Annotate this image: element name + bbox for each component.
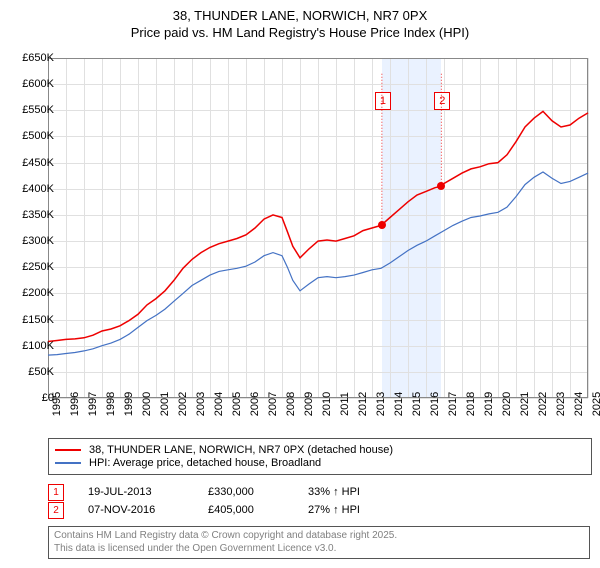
y-tick-label: £50K [28, 366, 54, 378]
sales-pct: 33% ↑ HPI [308, 486, 408, 498]
chart-title-address: 38, THUNDER LANE, NORWICH, NR7 0PX [0, 8, 600, 23]
chart-lines-svg [48, 58, 588, 398]
legend-row: 38, THUNDER LANE, NORWICH, NR7 0PX (deta… [55, 444, 585, 456]
legend-swatch [55, 462, 81, 464]
y-tick-label: £600K [22, 78, 54, 90]
x-tick-label: 1995 [51, 392, 63, 416]
footer-attribution: Contains HM Land Registry data © Crown c… [48, 526, 590, 559]
x-tick-label: 2014 [393, 392, 405, 416]
gridline-v [588, 58, 589, 398]
y-tick-label: £550K [22, 104, 54, 116]
x-tick-label: 2023 [555, 392, 567, 416]
sales-row: 2 07-NOV-2016£405,00027% ↑ HPI [48, 501, 408, 519]
x-tick-label: 2002 [177, 392, 189, 416]
sales-pct: 27% ↑ HPI [308, 504, 408, 516]
y-tick-label: £250K [22, 261, 54, 273]
x-tick-label: 2004 [213, 392, 225, 416]
chart-title-subtitle: Price paid vs. HM Land Registry's House … [0, 25, 600, 40]
y-tick-label: £500K [22, 130, 54, 142]
legend-row: HPI: Average price, detached house, Broa… [55, 457, 585, 469]
x-tick-label: 2016 [429, 392, 441, 416]
x-tick-label: 2018 [465, 392, 477, 416]
x-tick-label: 2003 [195, 392, 207, 416]
sales-price: £405,000 [208, 504, 308, 516]
x-tick-label: 2022 [537, 392, 549, 416]
x-tick-label: 2000 [141, 392, 153, 416]
x-tick-label: 2024 [573, 392, 585, 416]
x-tick-label: 2019 [483, 392, 495, 416]
x-tick-label: 2015 [411, 392, 423, 416]
x-tick-label: 2011 [339, 392, 351, 416]
x-tick-label: 2020 [501, 392, 513, 416]
x-tick-label: 2008 [285, 392, 297, 416]
x-tick-label: 2007 [267, 392, 279, 416]
y-tick-label: £150K [22, 314, 54, 326]
x-tick-label: 2017 [447, 392, 459, 416]
series-hpi [48, 172, 588, 355]
x-tick-label: 1997 [87, 392, 99, 416]
sales-date: 19-JUL-2013 [88, 486, 208, 498]
series-price_paid [48, 111, 588, 341]
x-tick-label: 2009 [303, 392, 315, 416]
x-tick-label: 2013 [375, 392, 387, 416]
sales-marker-icon: 2 [48, 502, 64, 519]
y-tick-label: £300K [22, 235, 54, 247]
sales-marker-icon: 1 [48, 484, 64, 501]
sales-table: 1 19-JUL-2013£330,00033% ↑ HPI 2 07-NOV-201… [48, 483, 408, 519]
chart-plot-area: 12 [48, 58, 588, 398]
x-tick-label: 1999 [123, 392, 135, 416]
y-tick-label: £450K [22, 157, 54, 169]
x-tick-label: 2001 [159, 392, 171, 416]
x-tick-label: 2006 [249, 392, 261, 416]
x-tick-label: 2010 [321, 392, 333, 416]
sales-price: £330,000 [208, 486, 308, 498]
y-tick-label: £350K [22, 209, 54, 221]
y-tick-label: £650K [22, 52, 54, 64]
sales-row: 1 19-JUL-2013£330,00033% ↑ HPI [48, 483, 408, 501]
x-tick-label: 1998 [105, 392, 117, 416]
y-tick-label: £400K [22, 183, 54, 195]
sales-date: 07-NOV-2016 [88, 504, 208, 516]
y-tick-label: £200K [22, 287, 54, 299]
legend: 38, THUNDER LANE, NORWICH, NR7 0PX (deta… [48, 438, 592, 475]
footer-line2: This data is licensed under the Open Gov… [54, 543, 584, 556]
x-tick-label: 1996 [69, 392, 81, 416]
legend-label: HPI: Average price, detached house, Broa… [89, 457, 321, 469]
legend-swatch [55, 449, 81, 451]
legend-label: 38, THUNDER LANE, NORWICH, NR7 0PX (deta… [89, 444, 393, 456]
x-tick-label: 2021 [519, 392, 531, 416]
footer-line1: Contains HM Land Registry data © Crown c… [54, 530, 584, 543]
x-tick-label: 2005 [231, 392, 243, 416]
y-tick-label: £100K [22, 340, 54, 352]
x-tick-label: 2012 [357, 392, 369, 416]
x-tick-label: 2025 [591, 392, 600, 416]
